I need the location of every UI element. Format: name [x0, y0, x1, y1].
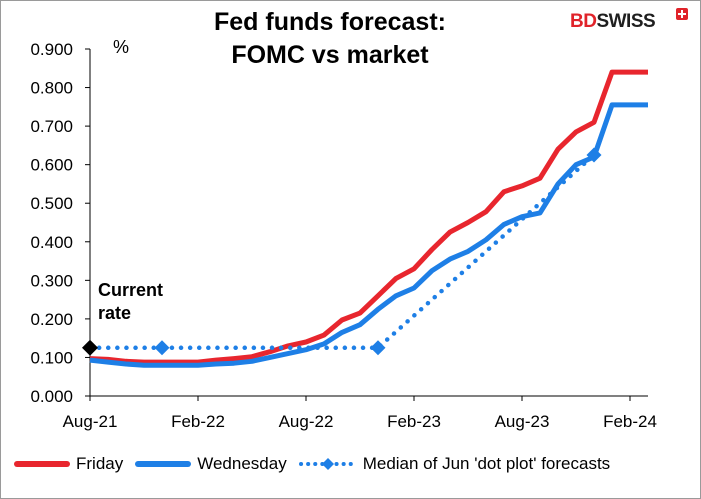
y-unit-label: % [113, 37, 129, 57]
y-tick-label: 0.800 [30, 79, 73, 98]
y-tick-label: 0.600 [30, 156, 73, 175]
legend-item-friday: Friday [14, 454, 123, 474]
brand-logo: BDSWISS [570, 11, 656, 32]
legend-label-wednesday: Wednesday [197, 454, 287, 473]
line-chart: 0.000 0.100 0.200 0.300 0.400 0.500 0.600 0.700… [30, 37, 656, 431]
x-tick-label: Aug-22 [279, 412, 334, 431]
chart-series [82, 69, 648, 368]
data-point-median-of-jun-dot-plot-forecasts [586, 147, 602, 163]
y-tick-label: 0.500 [30, 194, 73, 213]
title-line-2: FOMC vs market [231, 41, 429, 69]
data-point-median-of-jun-dot-plot-forecasts [154, 340, 170, 356]
legend-swatch-wednesday [135, 461, 192, 467]
current-rate-marker [82, 339, 98, 356]
legend-swatch-friday [14, 461, 70, 467]
y-tick-label: 0.300 [30, 271, 73, 290]
y-tick-label: 0.000 [30, 387, 73, 406]
legend-item-dot-plot: Median of Jun 'dot plot' forecasts [298, 454, 611, 474]
legend-swatch-dot-plot [298, 458, 357, 470]
chart-legend: Friday Wednesday Median of Jun 'dot plot… [14, 452, 622, 476]
chart-title: Fed funds forecast: FOMC vs market [150, 6, 510, 72]
y-tick-label: 0.100 [30, 348, 73, 367]
series-line-friday [89, 69, 648, 365]
data-point-median-of-jun-dot-plot-forecasts [370, 340, 386, 356]
title-line-1: Fed funds forecast: [214, 8, 446, 36]
y-tick-label: 0.200 [30, 310, 73, 329]
chart-axes: 0.000 0.100 0.200 0.300 0.400 0.500 0.600 0.700… [30, 37, 656, 431]
annotation-label: rate [98, 303, 131, 323]
x-tick-label: Aug-23 [495, 412, 550, 431]
x-tick-label: Feb-23 [387, 412, 441, 431]
legend-item-wednesday: Wednesday [135, 454, 287, 474]
x-tick-label: Feb-24 [603, 412, 657, 431]
series-line-median-of-jun-dot-plot-forecasts [87, 152, 597, 351]
x-tick-label: Aug-21 [63, 412, 118, 431]
y-tick-label: 0.400 [30, 233, 73, 252]
legend-label-dot-plot: Median of Jun 'dot plot' forecasts [362, 454, 611, 473]
legend-label-friday: Friday [76, 454, 124, 473]
swiss-cross-icon [676, 8, 688, 20]
y-tick-label: 0.700 [30, 117, 73, 136]
y-tick-label: 0.900 [30, 40, 73, 59]
chart-annotation: Current rate [82, 280, 163, 356]
x-tick-label: Feb-22 [171, 412, 225, 431]
annotation-label: Current [98, 280, 163, 300]
